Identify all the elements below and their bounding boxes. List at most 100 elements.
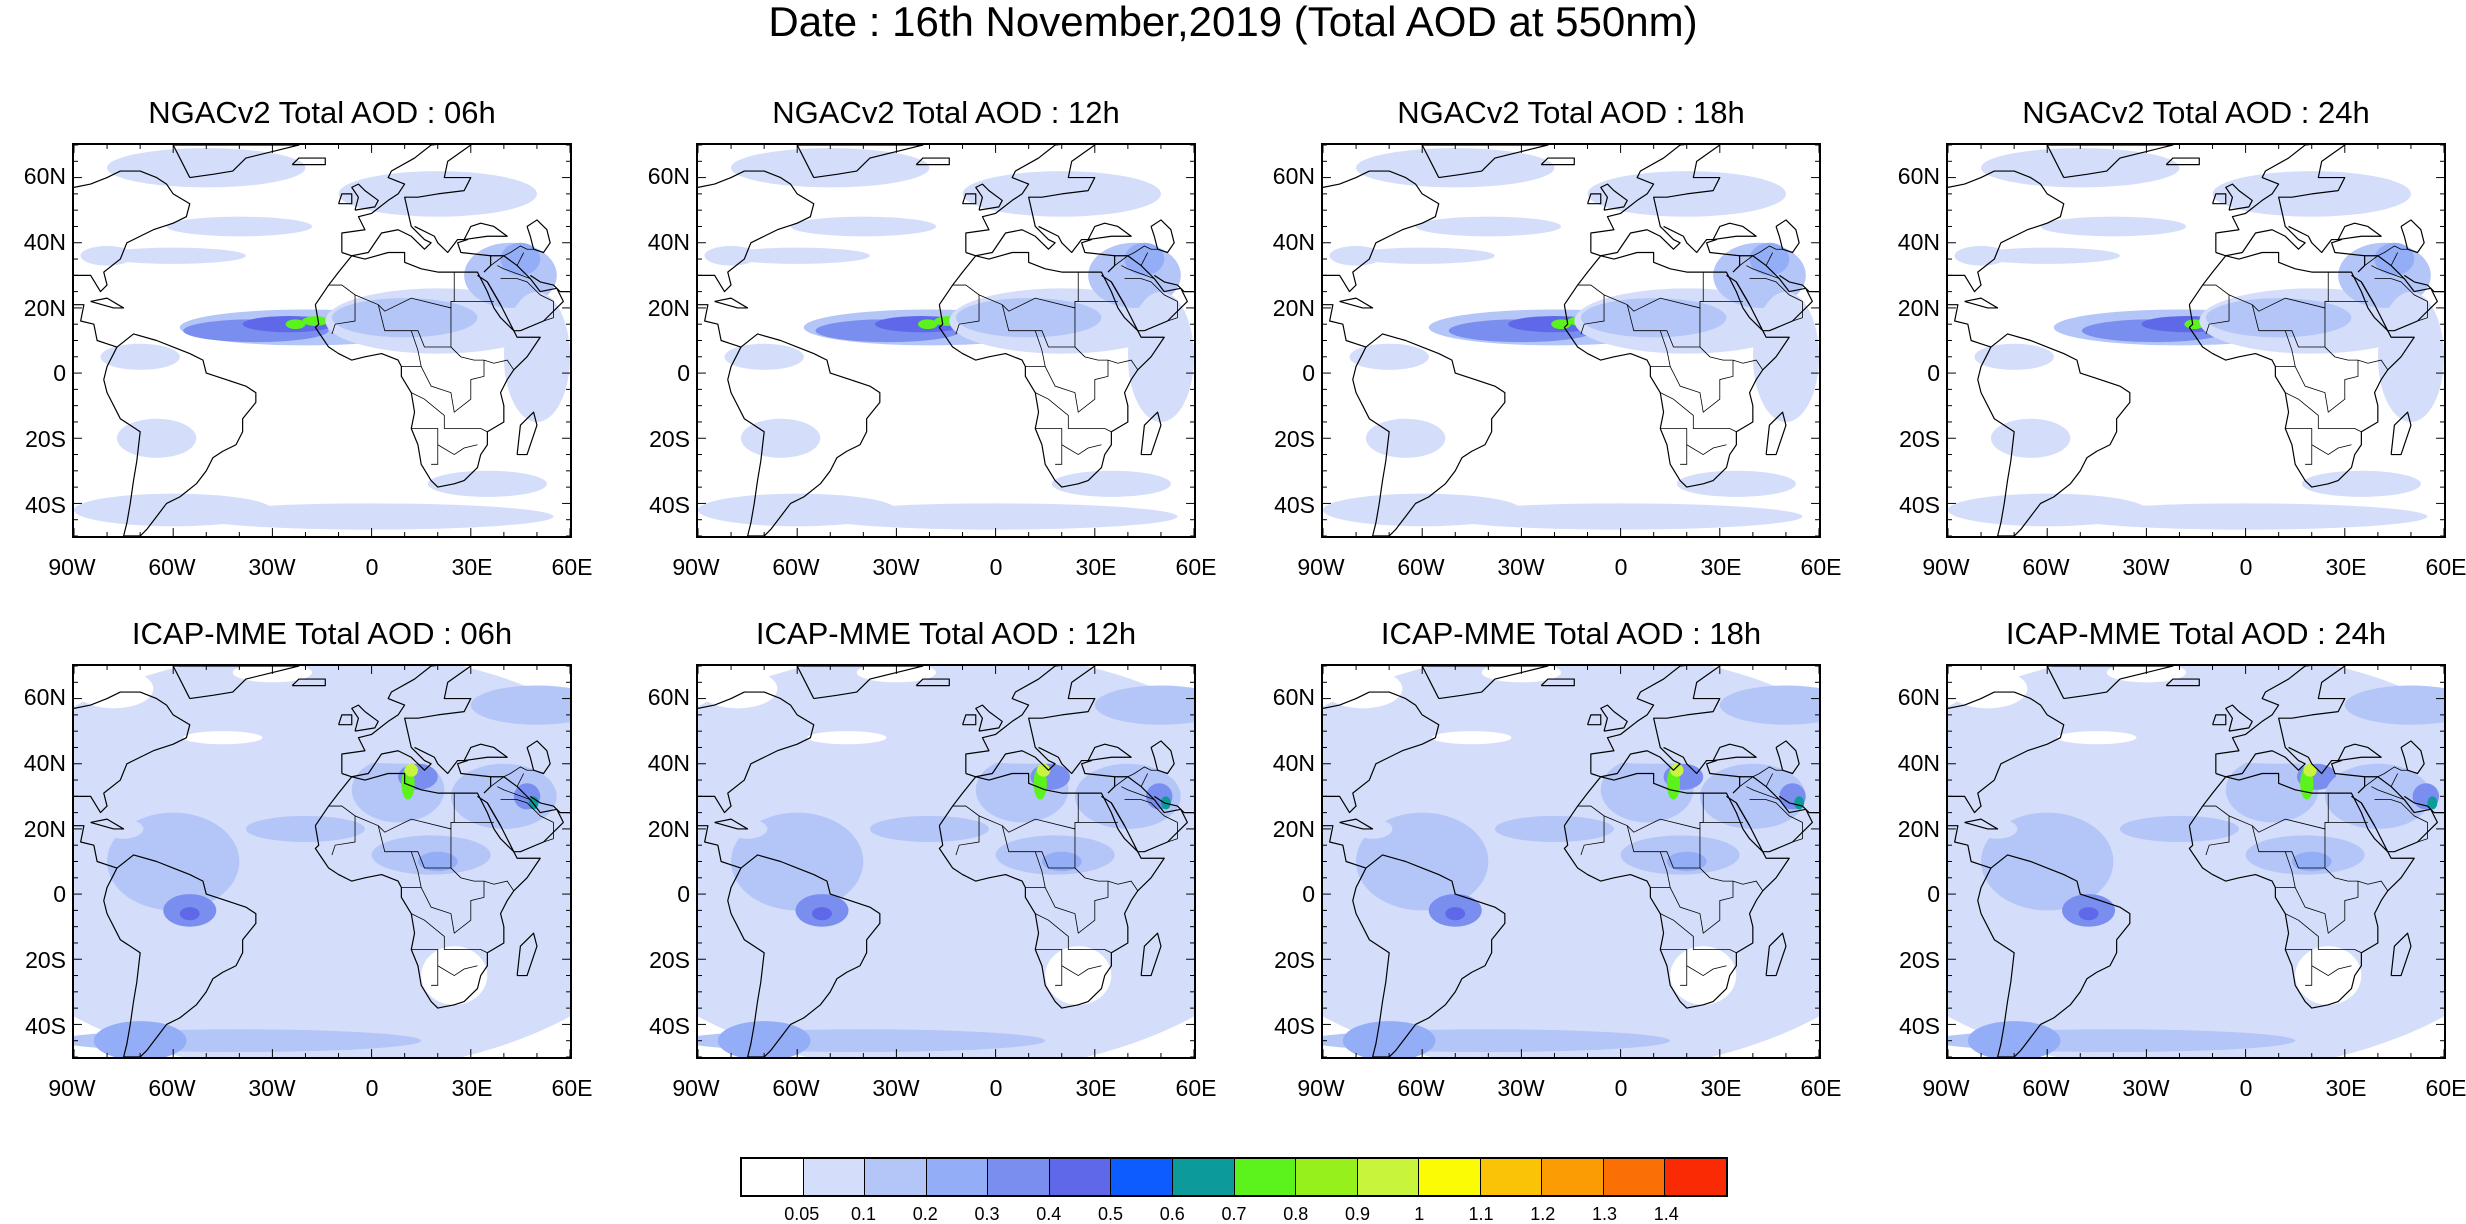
- country-border: [1669, 360, 1734, 413]
- coastline-africa: [1563, 772, 1790, 1009]
- coastline-persianGulf: [529, 274, 570, 293]
- aod-patch: [1127, 291, 1194, 422]
- lat-tick-label: 40S: [649, 1013, 690, 1040]
- coastline-redSeaEast: [1110, 281, 1126, 305]
- lat-tick-label: 40S: [1899, 1013, 1940, 1040]
- aod-patch: [731, 148, 930, 188]
- coastline-persianGulf: [1778, 795, 1819, 814]
- colorbar-label: 0.05: [784, 1204, 820, 1224]
- coastline-iceland: [915, 678, 950, 687]
- aod-patch: [1794, 796, 1805, 810]
- country-border: [1121, 786, 1155, 801]
- lon-tick-label: 30W: [248, 1075, 296, 1101]
- colorbar-box: [1603, 1159, 1666, 1195]
- lat-tick-label: 20S: [649, 947, 690, 974]
- aod-patch: [807, 731, 887, 745]
- aod-field-ngac-12: [698, 145, 1194, 536]
- coastline-greenland: [2046, 145, 2174, 179]
- coastline-southAmerica: [1352, 333, 1506, 536]
- coastline-ireland: [962, 714, 977, 726]
- aod-patch: [1438, 503, 1803, 530]
- aod-patch: [470, 685, 570, 725]
- lon-tick-label: 60W: [772, 1075, 820, 1101]
- colorbar-box: [1480, 1159, 1543, 1195]
- country-border: [497, 786, 531, 801]
- colorbar-label: 1.1: [1468, 1204, 1494, 1224]
- lat-tick-label: 60N: [23, 162, 66, 189]
- coastline-cuba: [1339, 818, 1374, 830]
- coastline-redSeaEast: [1735, 281, 1751, 305]
- country-border: [401, 330, 422, 367]
- aod-patch: [1349, 343, 1429, 370]
- country-border: [1025, 851, 1046, 888]
- coastline-cuba: [90, 818, 125, 830]
- aod-patch: [1967, 1021, 2061, 1057]
- lon-tick-label: 90W: [1922, 1075, 1970, 1101]
- aod-patch: [812, 907, 832, 921]
- coastline-caspian: [1775, 219, 1800, 254]
- coastline-britain: [2225, 183, 2253, 211]
- country-border: [2371, 265, 2405, 280]
- country-border: [1140, 773, 1149, 787]
- lon-tick-label: 60W: [1397, 554, 1445, 580]
- aod-patch: [1981, 812, 2114, 911]
- figure-title: Date : 16th November,2019 (Total AOD at …: [768, 0, 1698, 45]
- country-border: [2374, 278, 2428, 322]
- aod-patch: [232, 666, 313, 683]
- aod-patch: [450, 763, 557, 829]
- coastline-britain: [975, 704, 1003, 732]
- aod-patch: [1676, 470, 1796, 497]
- colorbar-box: [1049, 1159, 1112, 1195]
- aod-patch: [1094, 685, 1194, 725]
- country-border: [2374, 799, 2428, 843]
- lon-tick-label: 30W: [2122, 1075, 2170, 1101]
- coastline-cuba: [1339, 297, 1374, 309]
- country-border: [497, 265, 531, 280]
- coastline-cuba: [714, 297, 749, 309]
- country-border: [2285, 913, 2362, 954]
- lat-tick-label: 20N: [1897, 815, 1940, 842]
- map-ngac-06: [72, 143, 572, 538]
- country-border: [1626, 825, 1701, 869]
- aod-patch: [1432, 731, 1512, 745]
- coastline-africa: [938, 772, 1165, 1009]
- country-border: [1580, 815, 1605, 856]
- aod-patch: [2106, 666, 2187, 683]
- aod-patch: [1356, 148, 1555, 188]
- lat-tick-label: 40N: [647, 749, 690, 776]
- country-border: [1114, 766, 1158, 787]
- panel-title-icap-06: ICAP-MME Total AOD : 06h: [131, 616, 513, 651]
- lon-tick-label: 60E: [1800, 554, 1842, 580]
- coastline-britain: [2225, 704, 2253, 732]
- lat-tick-label: 0: [53, 881, 66, 908]
- lat-tick-label: 20S: [25, 947, 66, 974]
- aod-patch: [2063, 503, 2428, 530]
- coastline-arabia: [1101, 255, 1188, 332]
- coastline-blackSea: [1087, 743, 1132, 762]
- aod-patch: [2303, 763, 2317, 777]
- colorbar-box: [1665, 1159, 1726, 1195]
- aod-patch: [869, 815, 989, 842]
- coastline-arabia: [1101, 776, 1188, 853]
- lon-tick-label: 90W: [48, 554, 96, 580]
- coastline-redSeaEast: [2360, 281, 2376, 305]
- country-border: [2285, 949, 2352, 977]
- coastline-caspian: [1775, 740, 1800, 775]
- lon-tick-label: 30W: [1497, 1075, 1545, 1101]
- country-border: [500, 799, 554, 843]
- coastline-europe: [2215, 145, 2346, 257]
- country-border: [2371, 786, 2405, 801]
- coastline-northAmerica: [74, 170, 191, 293]
- country-border: [1746, 786, 1780, 801]
- aod-patch: [417, 851, 458, 872]
- aod-patch: [80, 245, 134, 266]
- panel-title-ngac-06: NGACv2 Total AOD : 06h: [148, 95, 496, 130]
- colorbar-label: 0.3: [974, 1204, 1000, 1224]
- lat-tick-label: 20N: [23, 294, 66, 321]
- lon-tick-label: 30W: [872, 1075, 920, 1101]
- lon-tick-label: 0: [1614, 554, 1628, 580]
- country-border: [1765, 773, 1774, 787]
- country-border: [401, 851, 422, 888]
- aod-patch: [1948, 669, 2028, 709]
- lon-tick-label: 60E: [1175, 554, 1217, 580]
